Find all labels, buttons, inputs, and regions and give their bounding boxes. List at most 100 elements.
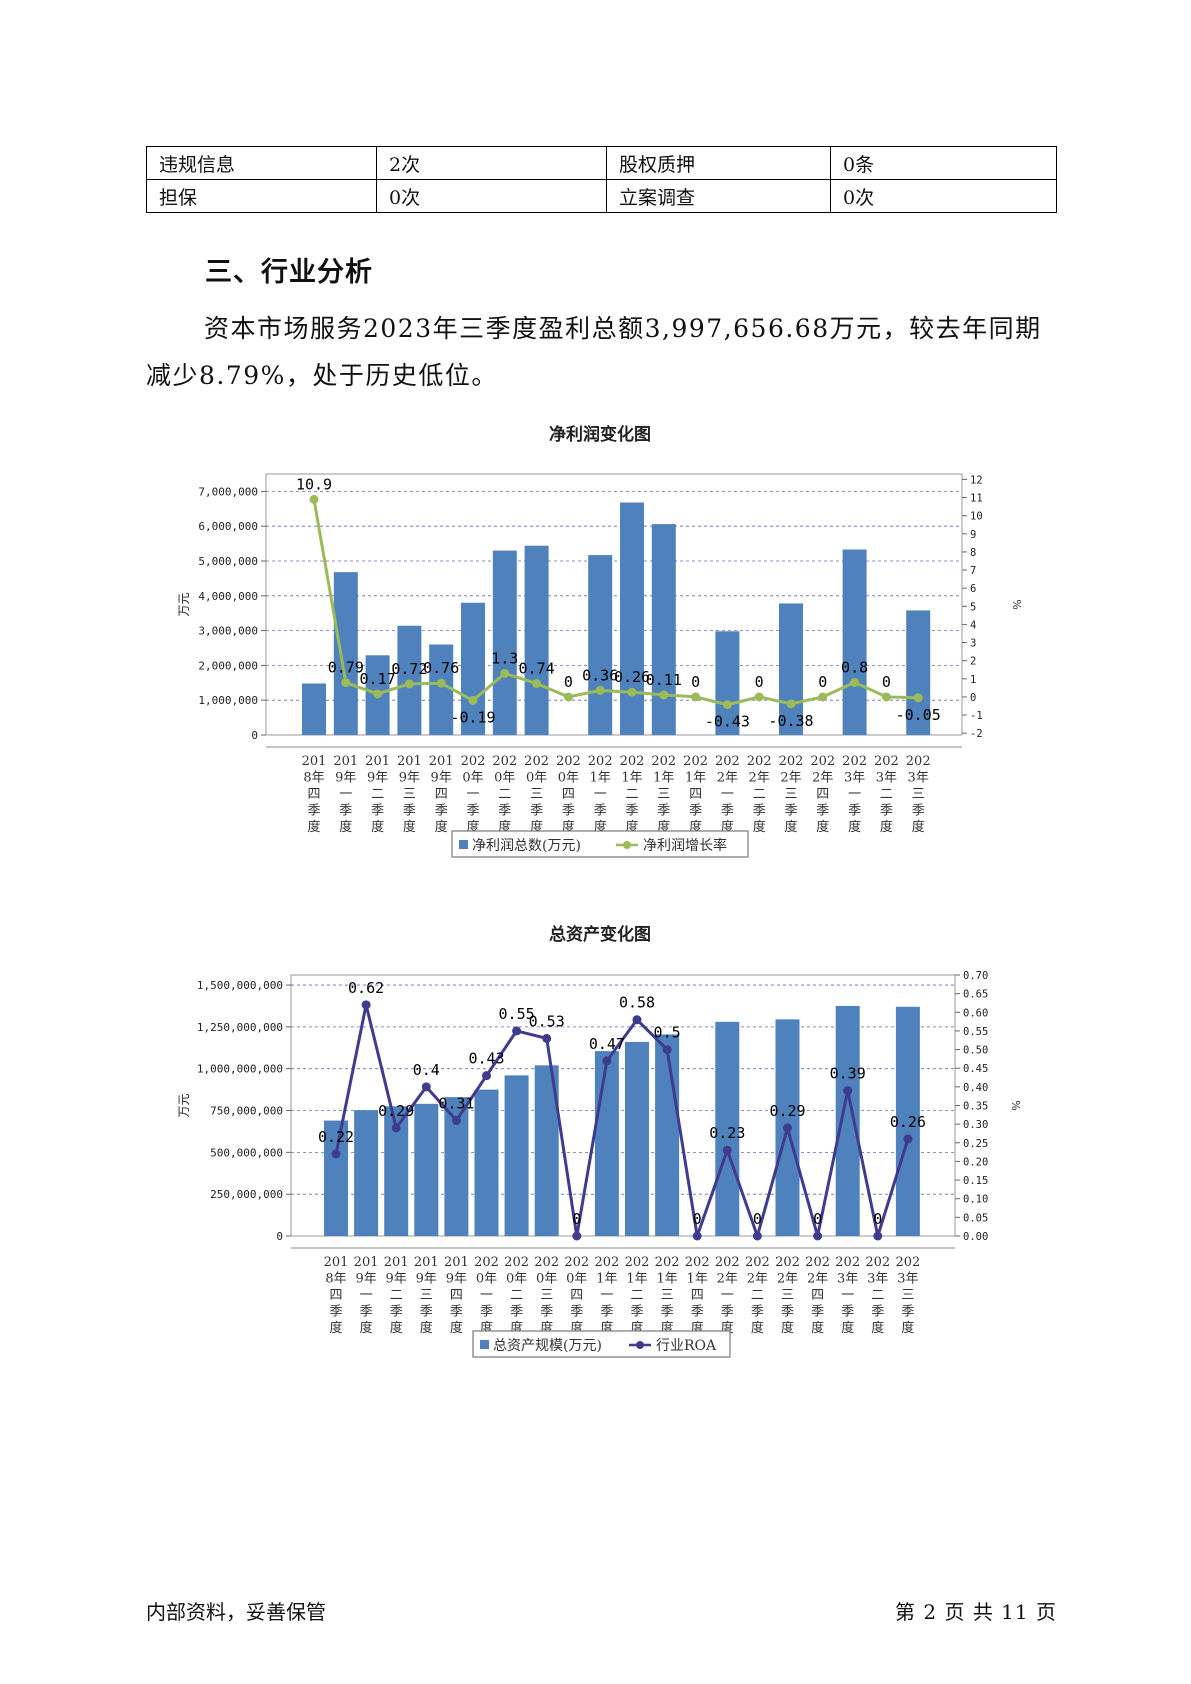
category-label: 季 [594, 804, 607, 819]
category-label: 度 [784, 819, 797, 835]
category-label: 度 [912, 819, 925, 835]
category-label: 202 [504, 1255, 529, 1270]
category-label: 一 [594, 787, 607, 802]
category-label: 0年 [566, 1272, 587, 1287]
data-label: 0 [691, 673, 700, 691]
category-label: 一 [339, 787, 352, 802]
data-label: 0.36 [582, 666, 618, 684]
line-point [903, 1134, 913, 1144]
data-label: 0.17 [360, 670, 396, 688]
data-label: 0.26 [614, 668, 650, 686]
line-point [421, 1082, 431, 1092]
category-label: 0年 [536, 1272, 557, 1287]
bar [588, 555, 613, 735]
category-label: 202 [775, 1255, 800, 1270]
right-tick-label: 2 [970, 656, 976, 668]
right-tick-label: 0.00 [963, 1231, 988, 1243]
left-tick-label: 3,000,000 [198, 625, 258, 638]
line-point [752, 1231, 762, 1241]
category-label: 度 [880, 819, 893, 835]
right-tick-label: 0.70 [963, 970, 988, 982]
category-label: 季 [901, 1305, 914, 1320]
category-label: 202 [651, 754, 676, 769]
table-row: 担保 0次 立案调查 0次 [146, 179, 1057, 213]
line-point [373, 689, 383, 699]
left-axis-label: 万元 [177, 1093, 191, 1117]
category-label: 202 [906, 754, 931, 769]
line-point [659, 690, 669, 700]
line-point [361, 1000, 371, 1010]
category-label: 度 [420, 1320, 433, 1336]
left-tick-label: 2,000,000 [198, 659, 258, 672]
data-label: 0.72 [391, 660, 427, 678]
category-label: 季 [848, 804, 861, 819]
right-tick-label: 0.35 [963, 1101, 988, 1113]
category-label: 1年 [590, 771, 611, 786]
category-label: 9年 [416, 1272, 437, 1287]
category-label: 202 [715, 754, 740, 769]
data-label: 0.26 [890, 1113, 926, 1131]
bar [414, 1103, 439, 1236]
category-label: 二 [498, 787, 511, 802]
category-label: 度 [841, 1320, 854, 1336]
left-tick-label: 6,000,000 [198, 520, 258, 533]
right-axis-label: % [1010, 599, 1023, 609]
category-label: 度 [753, 819, 766, 835]
category-label: 202 [620, 754, 645, 769]
bar [354, 1110, 379, 1236]
category-label: 9年 [386, 1272, 407, 1287]
category-label: 三 [540, 1288, 553, 1303]
bar [715, 631, 740, 735]
line-point [572, 1231, 582, 1241]
category-label: 四 [816, 787, 829, 802]
line-point [873, 1231, 883, 1241]
line-point [783, 1123, 792, 1133]
category-label: 201 [365, 754, 390, 769]
category-label: 9年 [355, 1272, 376, 1287]
legend-line-label: 行业ROA [656, 1338, 717, 1354]
category-label: 三 [781, 1288, 794, 1303]
bar [906, 610, 931, 735]
category-label: 202 [865, 1255, 890, 1270]
bar [779, 603, 803, 735]
line-point [843, 1086, 853, 1096]
section-paragraph: 资本市场服务2023年三季度盈利总额3,997,656.68万元，较去年同期减少… [146, 314, 1042, 390]
plot-area [265, 473, 963, 736]
category-label: 二 [871, 1288, 884, 1303]
table-cell: 0次 [830, 179, 1057, 213]
bar [524, 545, 549, 735]
line-series [312, 499, 919, 707]
right-tick-label: 0.50 [963, 1045, 988, 1057]
left-tick-label: 1,000,000,000 [197, 1063, 283, 1076]
data-label: 0.23 [709, 1124, 745, 1142]
category-label: 四 [329, 1288, 342, 1303]
right-tick-label: 0 [970, 692, 976, 704]
right-tick-label: 8 [970, 547, 976, 559]
info-table: 违规信息 2次 股权质押 0条 担保 0次 立案调查 0次 [146, 146, 1057, 213]
category-label: 度 [339, 819, 352, 835]
right-tick-label: 0.30 [963, 1119, 988, 1131]
category-label: 季 [912, 804, 925, 819]
category-label: 1年 [685, 771, 706, 786]
category-label: 0年 [506, 1272, 527, 1287]
data-label: -0.19 [450, 708, 495, 726]
data-label: 0.5 [654, 1024, 681, 1042]
category-label: 四 [570, 1288, 583, 1303]
category-label: 202 [835, 1255, 860, 1270]
line-point [331, 1149, 341, 1159]
right-tick-label: 0.20 [963, 1156, 988, 1168]
bar [474, 1089, 499, 1236]
category-label: 8年 [303, 771, 324, 786]
right-tick-label: -2 [970, 728, 983, 740]
table-cell: 0次 [376, 179, 607, 213]
line-point [482, 1071, 491, 1081]
footer-confidential: 内部资料，妥善保管 [146, 1600, 326, 1624]
category-label: 3年 [844, 771, 865, 786]
category-label: 度 [390, 1320, 403, 1336]
category-label: 202 [715, 1255, 740, 1270]
line-point [692, 1231, 702, 1241]
category-label: 3年 [897, 1272, 918, 1287]
line-point [602, 1056, 612, 1066]
net-profit-chart: 净利润变化图 0 1,000,000 2,000,000 3,000,000 4,000,… [0, 410, 1191, 880]
data-label: -0.43 [705, 713, 750, 731]
